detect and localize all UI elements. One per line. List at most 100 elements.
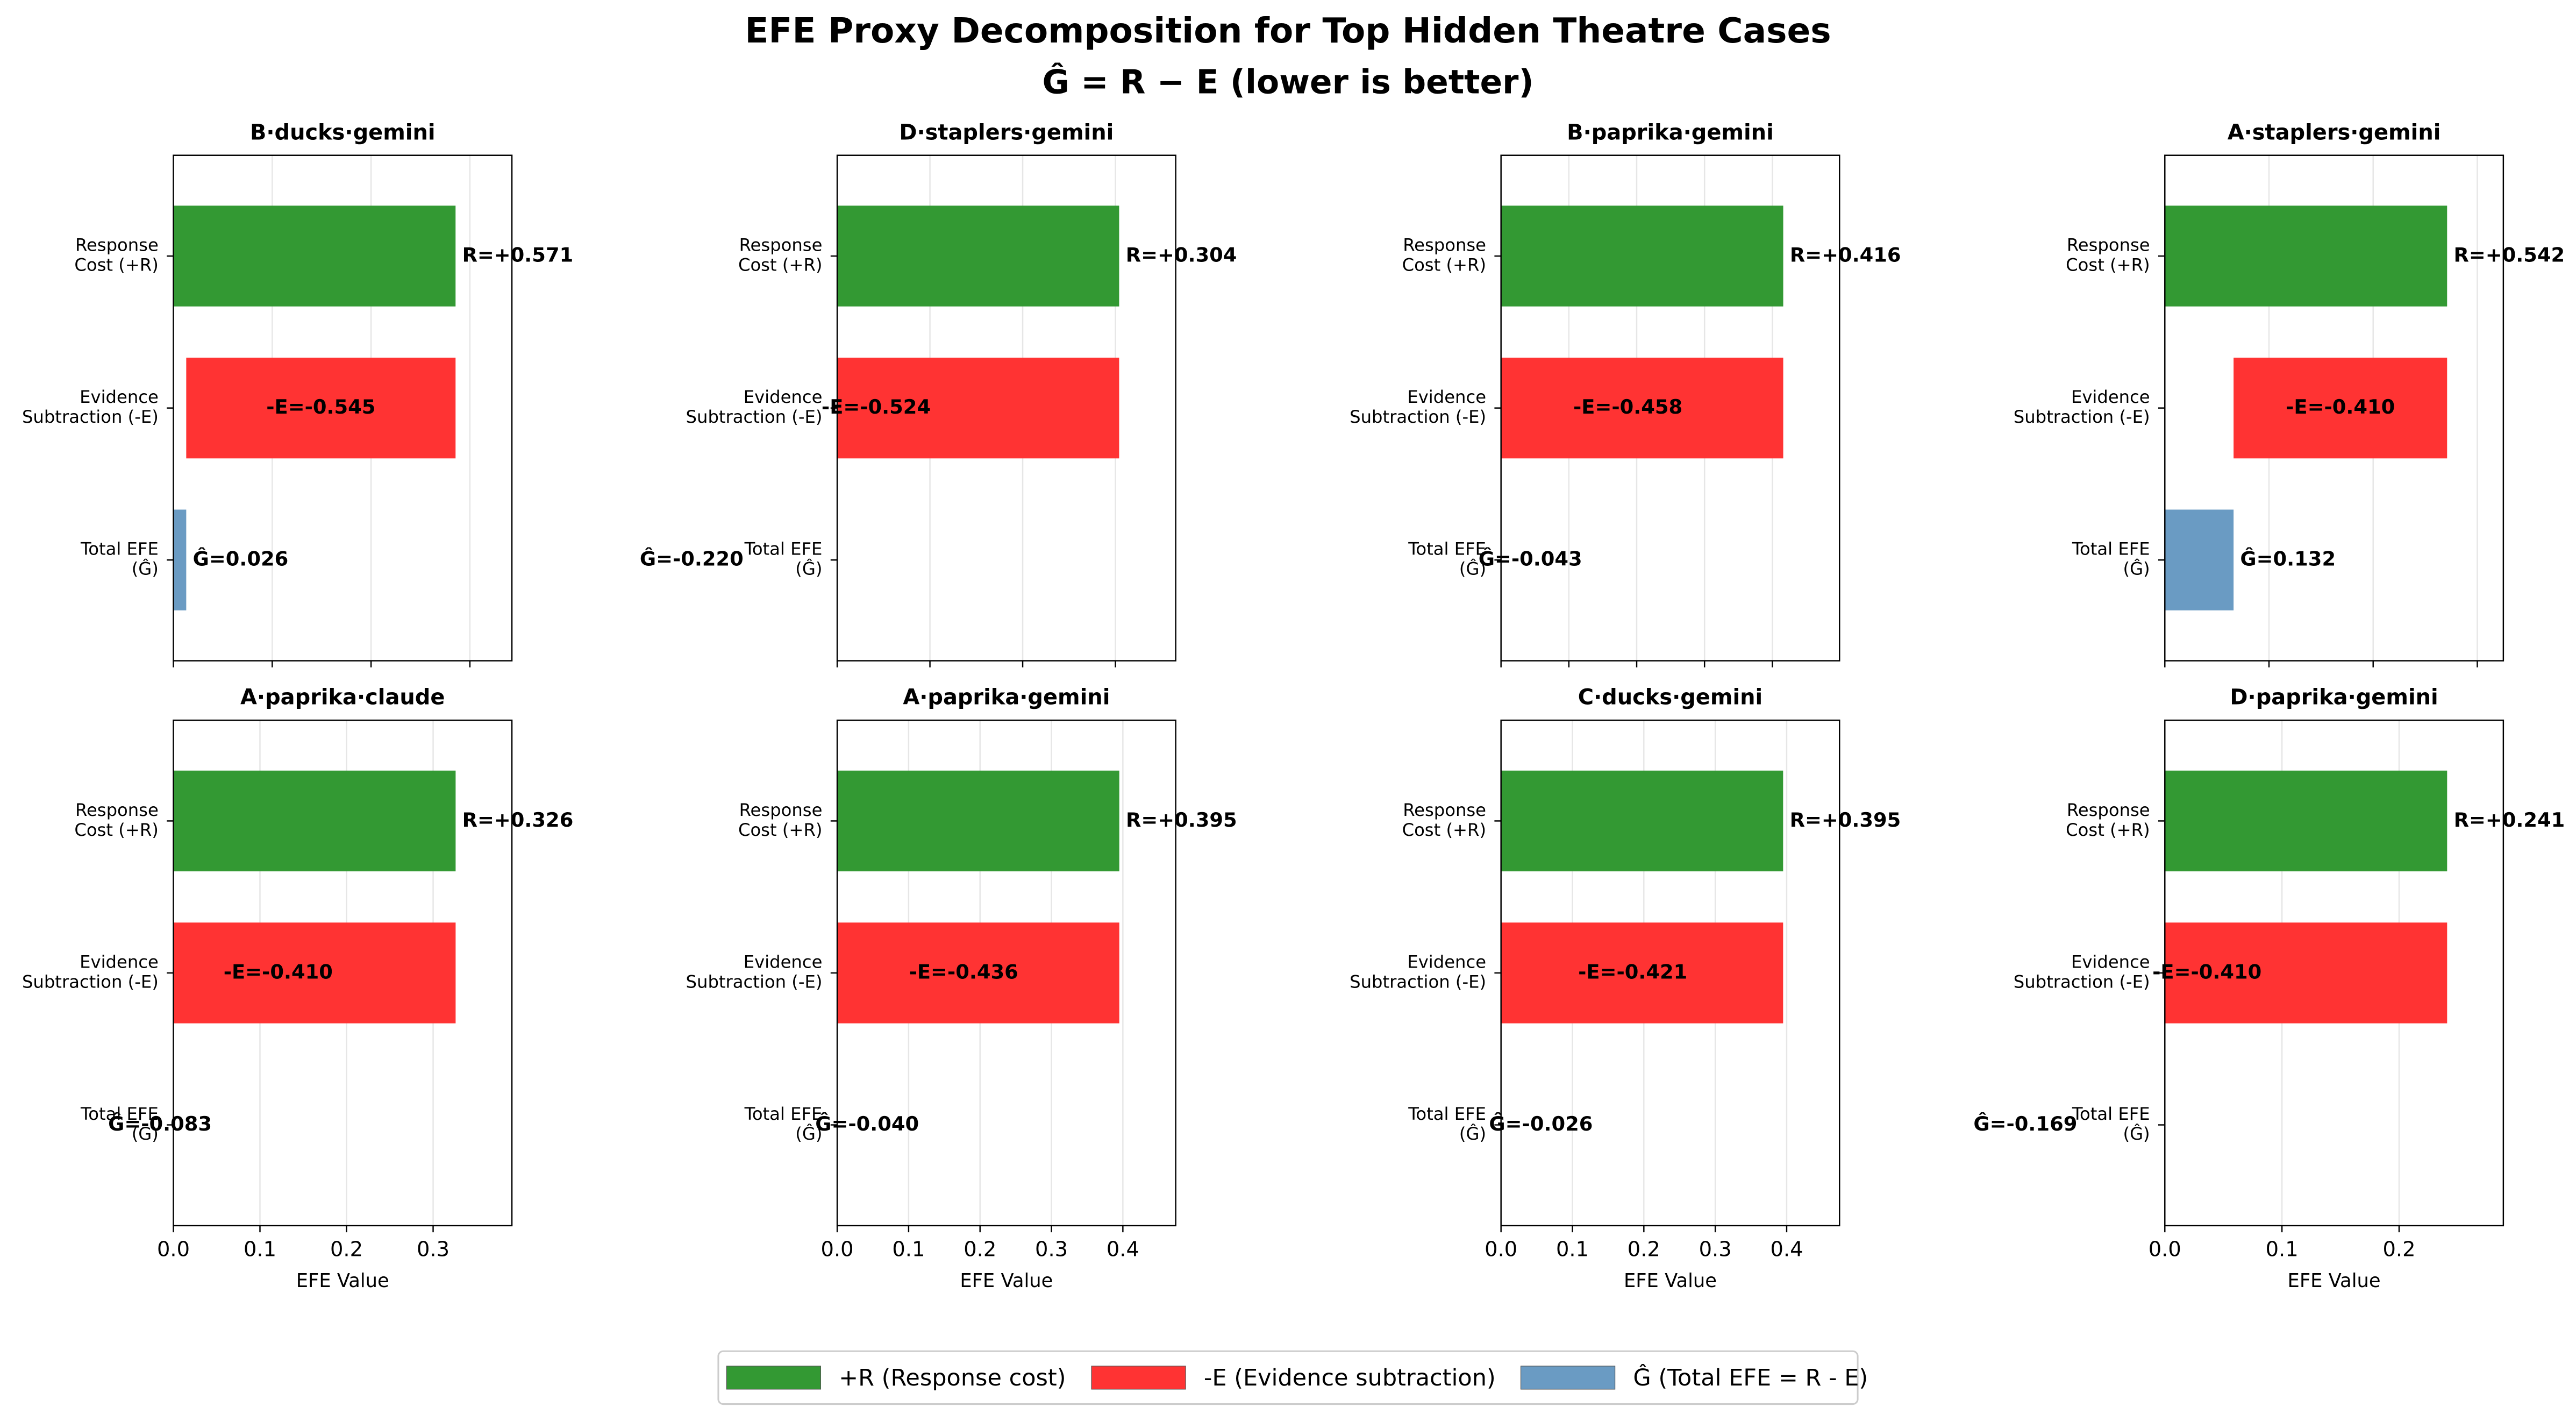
x-tick-label: 0.3: [1699, 1237, 1732, 1261]
value-label: Ĝ=-0.026: [1489, 1112, 1593, 1135]
x-tick-label: 0.2: [330, 1237, 363, 1261]
subplot-title: D·staplers·gemini: [899, 120, 1114, 145]
bars: [837, 205, 1119, 459]
x-tick-label: 0.4: [1107, 1237, 1139, 1261]
subplot-title: A·staplers·gemini: [2228, 120, 2441, 145]
bar-evidence-subtraction: [1501, 922, 1783, 1024]
bar-total-efe: [173, 509, 187, 610]
value-label: -E=-0.545: [266, 395, 375, 418]
x-tick-label: 0.1: [892, 1237, 925, 1261]
x-axis-label: EFE Value: [296, 1270, 389, 1292]
value-label: Ĝ=0.026: [193, 547, 289, 571]
axes-frame: [1500, 719, 1840, 1227]
bar-response-cost: [2165, 770, 2447, 872]
axes-frame: [836, 719, 1176, 1227]
value-label: R=+0.326: [462, 808, 574, 832]
y-tick-label: Response Cost (+R): [74, 800, 158, 840]
y-tick-label: Evidence Subtraction (-E): [1350, 952, 1486, 992]
bar-total-efe: [2165, 509, 2234, 610]
x-tick-label: 0.2: [1628, 1237, 1660, 1261]
value-label: R=+0.416: [1790, 244, 1901, 267]
bar-response-cost: [1501, 205, 1783, 307]
figure-subtitle: Ĝ = R − E (lower is better): [1042, 62, 1533, 102]
subplot-title: A·paprika·claude: [240, 685, 445, 710]
bar-response-cost: [837, 770, 1119, 872]
bar-response-cost: [173, 205, 456, 307]
y-tick-label: Response Cost (+R): [2066, 235, 2150, 275]
value-label: Ĝ=-0.043: [1479, 547, 1582, 571]
x-axis-label: EFE Value: [960, 1270, 1053, 1292]
bar-evidence-subtraction: [2165, 922, 2447, 1024]
axes-frame: [2164, 154, 2504, 662]
x-tick-label: 0.0: [1485, 1237, 1517, 1261]
y-tick-label: Evidence Subtraction (-E): [22, 387, 159, 427]
legend-swatch: [726, 1366, 821, 1390]
bar-response-cost: [173, 770, 456, 872]
value-label: -E=-0.458: [1573, 395, 1682, 418]
y-tick-label: Response Cost (+R): [74, 235, 158, 275]
value-label: R=+0.395: [1126, 808, 1237, 832]
bar-evidence-subtraction: [173, 922, 456, 1024]
bar-evidence-subtraction: [837, 357, 1119, 459]
value-label: R=+0.571: [462, 244, 574, 267]
value-label: -E=-0.410: [224, 960, 333, 983]
bars: [2165, 205, 2447, 610]
bar-response-cost: [837, 205, 1119, 307]
axes-frame: [1500, 154, 1840, 662]
y-tick-label: Evidence Subtraction (-E): [2014, 952, 2150, 992]
value-label: Ĝ=-0.169: [1973, 1112, 2077, 1135]
value-label: R=+0.241: [2454, 808, 2565, 832]
subplot-title: B·ducks·gemini: [250, 120, 436, 145]
x-axis-label: EFE Value: [1624, 1270, 1717, 1292]
subplot-title: D·paprika·gemini: [2230, 685, 2438, 710]
legend-box: [717, 1350, 1859, 1405]
y-tick-label: Total EFE (Ĝ): [2072, 1104, 2150, 1144]
legend-label: +R (Response cost): [839, 1365, 1066, 1391]
x-tick-label: 0.2: [2382, 1237, 2415, 1261]
bars: [173, 205, 456, 610]
value-label: Ĝ=-0.083: [108, 1112, 212, 1135]
y-tick-label: Total EFE (Ĝ): [744, 1104, 823, 1144]
x-tick-label: 0.0: [157, 1237, 190, 1261]
y-tick-label: Evidence Subtraction (-E): [2014, 387, 2150, 427]
value-label: Ĝ=0.132: [2240, 547, 2336, 571]
value-label: -E=-0.421: [1578, 960, 1687, 983]
x-tick-label: 0.2: [964, 1237, 996, 1261]
y-tick-label: Evidence Subtraction (-E): [22, 952, 159, 992]
y-tick-label: Total EFE (Ĝ): [80, 539, 159, 579]
value-label: Ĝ=-0.040: [815, 1112, 919, 1135]
y-tick-label: Total EFE (Ĝ): [1408, 1104, 1486, 1144]
y-tick-label: Evidence Subtraction (-E): [686, 952, 823, 992]
subplot-title: B·paprika·gemini: [1567, 120, 1774, 145]
x-tick-label: 0.3: [1035, 1237, 1068, 1261]
x-tick-label: 0.3: [417, 1237, 449, 1261]
x-tick-label: 0.1: [2266, 1237, 2299, 1261]
x-tick-label: 0.1: [244, 1237, 276, 1261]
y-tick-label: Total EFE (Ĝ): [1408, 539, 1486, 579]
legend-swatch: [1520, 1366, 1616, 1390]
bar-evidence-subtraction: [837, 922, 1119, 1024]
x-tick-label: 0.0: [821, 1237, 854, 1261]
value-label: R=+0.542: [2454, 244, 2565, 267]
y-tick-label: Total EFE (Ĝ): [80, 1104, 159, 1144]
bars: [837, 770, 1119, 1024]
bar-response-cost: [2165, 205, 2447, 307]
figure-title: EFE Proxy Decomposition for Top Hidden T…: [745, 11, 1831, 51]
axes-frame: [836, 154, 1176, 662]
value-label: -E=-0.436: [909, 960, 1018, 983]
y-tick-label: Total EFE (Ĝ): [2072, 539, 2150, 579]
bars: [2165, 770, 2447, 1176]
value-label: -E=-0.524: [822, 395, 931, 418]
bar-evidence-subtraction: [1501, 357, 1783, 459]
bars: [1501, 205, 1783, 610]
x-tick-label: 0.1: [1556, 1237, 1589, 1261]
value-label: Ĝ=-0.220: [640, 547, 744, 571]
x-axis-label: EFE Value: [2288, 1270, 2381, 1292]
y-tick-label: Response Cost (+R): [1402, 235, 1486, 275]
value-label: -E=-0.410: [2286, 395, 2395, 418]
bars: [173, 770, 456, 1176]
subplot-title: C·ducks·gemini: [1578, 685, 1763, 710]
bar-evidence-subtraction: [186, 357, 456, 459]
y-tick-label: Response Cost (+R): [738, 800, 822, 840]
